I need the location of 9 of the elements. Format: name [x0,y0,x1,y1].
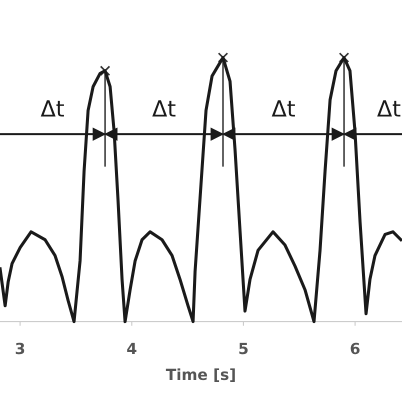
x-tick-label: 4 [127,342,136,354]
x-axis-title: Time [s] [166,368,235,382]
annotation: Δt [152,100,176,117]
annotation: Δt [40,100,64,117]
x-tick-label: 6 [350,342,360,354]
x-tick-label: 3 [16,342,24,354]
x-tick-label: 5 [239,342,248,354]
annotation: Δt [377,100,400,117]
annotation: Δt [272,100,295,117]
